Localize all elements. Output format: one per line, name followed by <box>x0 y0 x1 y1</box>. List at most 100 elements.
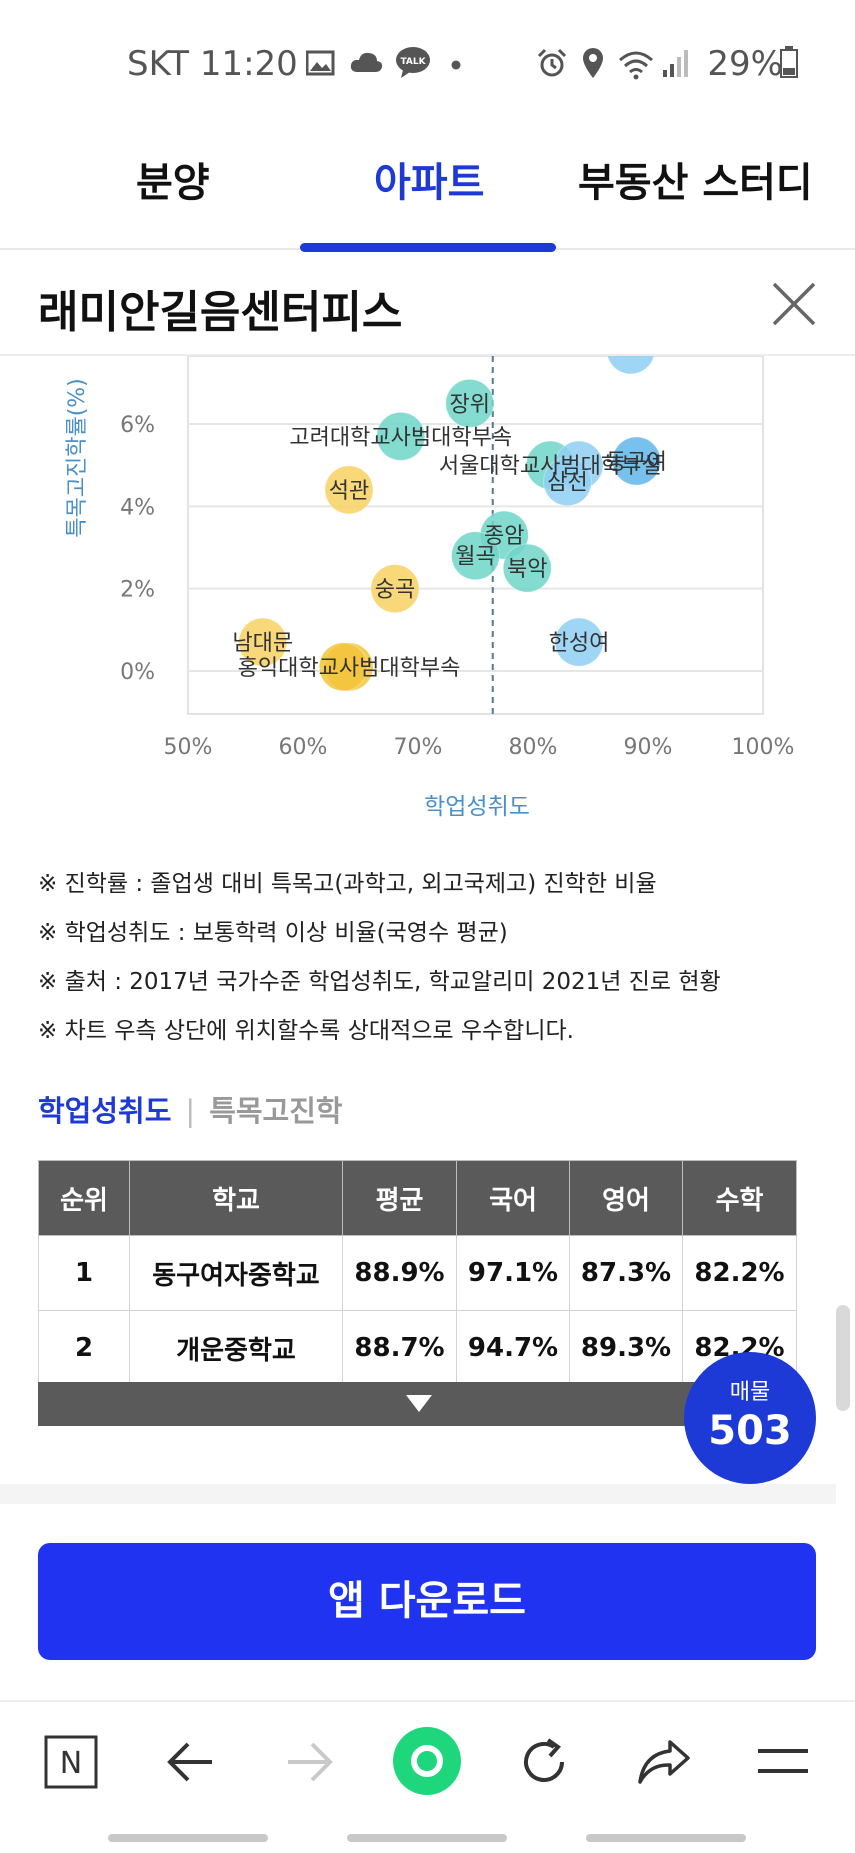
chart-points <box>238 356 661 692</box>
status-bar: SKT 11:20 TALK 29% <box>0 0 855 120</box>
cell-school: 동구여자중학교 <box>129 1235 343 1311</box>
chart-point-label: 석관 <box>329 479 369 504</box>
chart-point <box>318 642 368 692</box>
chart-point-label: 고려대학교사범대학부속 <box>289 425 512 450</box>
cell-korean: 97.1% <box>456 1235 570 1311</box>
y-axis-label: 특목고진학률(%) <box>65 378 90 538</box>
cell-average: 88.9% <box>342 1235 457 1311</box>
image-icon <box>306 50 335 76</box>
forward-arrow-icon[interactable] <box>284 1740 334 1784</box>
bottom-nav-divider <box>0 1700 855 1702</box>
chart-point-label: 홍익대학교사범대학부속 <box>238 656 461 681</box>
tab-sale[interactable]: 분양 <box>136 160 210 206</box>
sort-tab-separator: | <box>185 1094 196 1128</box>
note-position: ※ 차트 우측 상단에 위치할수록 상대적으로 우수합니다. <box>38 1018 574 1044</box>
chart-point <box>376 411 426 461</box>
sort-tab-achievement[interactable]: 학업성취도 <box>38 1094 172 1128</box>
header-rank: 순위 <box>38 1160 130 1236</box>
chart-point <box>612 436 661 486</box>
x-tick-label: 70% <box>394 735 443 760</box>
naver-n-icon[interactable]: N <box>44 1735 98 1789</box>
share-icon[interactable] <box>636 1738 692 1786</box>
x-axis-label: 학업성취도 <box>424 794 530 820</box>
back-arrow-icon[interactable] <box>166 1740 216 1784</box>
chart-point <box>543 457 592 507</box>
chart-point-label: 동구여 <box>606 450 667 475</box>
ranking-table: 순위 학교 평균 국어 영어 수학 1 동구여자중학교 88.9% 97.1% … <box>38 1160 797 1386</box>
tab-apartment[interactable]: 아파트 <box>374 160 485 206</box>
x-tick-label: 50% <box>164 735 213 760</box>
svg-text:N: N <box>60 1746 82 1781</box>
y-tick-labels: 0% 2% 4% 6% <box>120 413 155 685</box>
wifi-icon <box>619 51 653 80</box>
battery-percent: 29% <box>707 44 783 84</box>
app-download-button[interactable]: 앱 다운로드 <box>38 1543 816 1660</box>
talk-icon: TALK <box>396 47 430 78</box>
menu-icon[interactable] <box>756 1746 810 1776</box>
page-title: 래미안길음센터피스 <box>38 287 403 338</box>
gesture-bar-right <box>586 1834 746 1842</box>
cloud-icon <box>350 52 383 72</box>
scrollbar-thumb[interactable] <box>836 1305 850 1411</box>
x-tick-label: 80% <box>509 735 558 760</box>
chart-point <box>554 617 604 667</box>
battery-icon <box>780 46 798 78</box>
refresh-icon[interactable] <box>518 1736 570 1788</box>
y-tick-label: 2% <box>120 578 155 603</box>
cell-average: 88.7% <box>342 1310 457 1386</box>
note-achievement: ※ 학업성취도 : 보통학력 이상 비율(국영수 평균) <box>38 920 508 946</box>
chart-point <box>324 465 374 515</box>
chart-point <box>502 543 552 593</box>
cell-school: 개운중학교 <box>129 1310 343 1386</box>
x-tick-label: 60% <box>279 735 328 760</box>
chart-point <box>607 356 655 375</box>
cell-math: 82.2% <box>682 1235 797 1311</box>
chart-point <box>445 378 495 428</box>
chart-point <box>238 617 288 667</box>
chart-point <box>370 564 420 614</box>
cell-rank: 1 <box>38 1235 130 1311</box>
x-tick-labels: 50% 60% 70% 80% 90% 100% <box>164 735 795 760</box>
plot-frame <box>187 356 764 715</box>
note-source: ※ 출처 : 2017년 국가수준 학업성취도, 학교알리미 2021년 진로 … <box>38 969 721 995</box>
chart-point-label: 삼선 <box>547 471 587 496</box>
svg-text:TALK: TALK <box>400 57 426 67</box>
y-tick-label: 6% <box>120 413 155 438</box>
cell-english: 87.3% <box>569 1235 683 1311</box>
listing-count: 503 <box>708 1408 792 1454</box>
chevron-down-icon <box>406 1395 432 1412</box>
gesture-bar-left <box>108 1834 268 1842</box>
chart-point-label: 북악 <box>507 557 547 582</box>
cell-english: 89.3% <box>569 1310 683 1386</box>
x-tick-label: 90% <box>624 735 673 760</box>
chart-point-label: 종암 <box>484 524 524 549</box>
listing-label: 매물 <box>729 1380 771 1405</box>
header-school: 학교 <box>129 1160 343 1236</box>
chart-point-label: 한성여 <box>549 631 610 656</box>
location-icon <box>583 48 603 78</box>
gesture-bar-center <box>347 1834 507 1842</box>
header-english: 영어 <box>569 1160 683 1236</box>
table-header-row: 순위 학교 평균 국어 영어 수학 <box>38 1160 797 1236</box>
chart-point <box>451 531 500 581</box>
cell-rank: 2 <box>38 1310 130 1386</box>
listing-count-badge[interactable]: 매물 503 <box>684 1352 816 1484</box>
close-icon[interactable] <box>768 278 820 330</box>
tab-real-estate-study[interactable]: 부동산 스터디 <box>578 160 813 206</box>
dot-icon <box>451 60 461 70</box>
x-tick-label: 100% <box>732 735 795 760</box>
chart-point-label: 월곡 <box>455 545 495 570</box>
alarm-icon <box>537 48 567 77</box>
y-tick-label: 0% <box>120 660 155 685</box>
carrier-time: SKT 11:20 <box>127 44 298 84</box>
header-math: 수학 <box>682 1160 797 1236</box>
table-row[interactable]: 2 개운중학교 88.7% 94.7% 89.3% 82.2% <box>38 1310 797 1386</box>
green-dot-icon[interactable] <box>392 1726 462 1796</box>
note-advance-rate: ※ 진학률 : 졸업생 대비 특목고(과학고, 외고국제고) 진학한 비율 <box>38 871 657 897</box>
sort-tab-special-school[interactable]: 특목고진학 <box>209 1094 343 1128</box>
table-row[interactable]: 1 동구여자중학교 88.9% 97.1% 87.3% 82.2% <box>38 1235 797 1311</box>
signal-icon <box>663 50 688 77</box>
sort-tabs: 학업성취도 | 특목고진학 <box>38 1088 343 1130</box>
chart-point-label: 장위 <box>450 392 490 417</box>
